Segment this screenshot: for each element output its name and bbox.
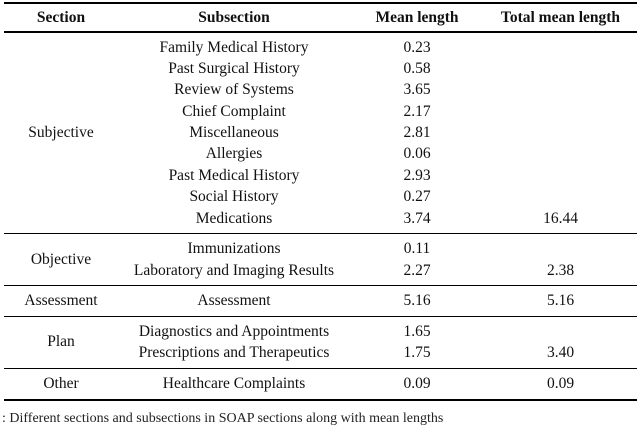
section-block-assessment: Assessment Assessment 5.16 5.16 xyxy=(4,286,637,315)
header-mean-length: Mean length xyxy=(375,8,459,26)
total-column: 2.38 xyxy=(484,238,637,281)
subsection-cell: Diagnostics and Appointments xyxy=(138,323,330,341)
total-cell xyxy=(484,37,637,58)
header-total-mean-length: Total mean length xyxy=(500,8,621,26)
subsection-cell: Miscellaneous xyxy=(189,124,279,142)
table-caption: : Different sections and subsections in … xyxy=(2,411,444,426)
subsection-cell: Prescriptions and Therapeutics xyxy=(138,344,330,362)
total-cell: 0.09 xyxy=(546,375,575,393)
total-column: 5.16 xyxy=(484,290,637,311)
total-column: 16.44 xyxy=(484,37,637,230)
section-block-other: Other Healthcare Complaints 0.09 0.09 xyxy=(4,369,637,398)
paper-table: Section Subsection Mean length Total mea… xyxy=(4,2,637,401)
total-cell: 2.38 xyxy=(546,261,575,279)
subsection-cell: Past Surgical History xyxy=(168,59,300,77)
total-cell xyxy=(484,101,637,122)
subsection-cell: Family Medical History xyxy=(159,38,309,56)
subsection-column: Assessment xyxy=(118,290,350,311)
mean-column: 1.65 1.75 xyxy=(350,321,484,364)
section-label: Plan xyxy=(47,333,75,351)
section-label: Objective xyxy=(30,250,92,268)
total-column: 0.09 xyxy=(484,373,637,394)
mean-cell: 5.16 xyxy=(403,292,431,310)
header-subsection: Subsection xyxy=(198,8,270,26)
section-rule xyxy=(4,233,637,235)
section-rule xyxy=(4,367,637,370)
subsection-cell: Assessment xyxy=(197,292,271,310)
subsection-cell: Allergies xyxy=(205,145,263,163)
total-cell xyxy=(484,321,637,342)
total-cell xyxy=(484,122,637,143)
subsection-column: Family Medical History Past Surgical His… xyxy=(118,37,350,230)
total-cell: 3.40 xyxy=(546,344,575,362)
section-block-objective: Objective Immunizations Laboratory and I… xyxy=(4,234,637,285)
mean-cell: 1.75 xyxy=(403,344,431,362)
total-cell xyxy=(484,79,637,100)
subsection-column: Diagnostics and Appointments Prescriptio… xyxy=(118,321,350,364)
header-section: Section xyxy=(36,8,86,26)
mean-column: 0.09 xyxy=(350,373,484,394)
mean-cell: 2.27 xyxy=(403,261,431,279)
mean-cell: 0.06 xyxy=(403,145,431,163)
subsection-cell: Laboratory and Imaging Results xyxy=(133,261,335,279)
section-block-plan: Plan Diagnostics and Appointments Prescr… xyxy=(4,317,637,368)
section-rule xyxy=(4,285,637,287)
mean-cell: 0.09 xyxy=(403,375,431,393)
mean-cell: 0.23 xyxy=(403,38,431,56)
subsection-cell: Social History xyxy=(189,188,279,206)
total-cell xyxy=(484,143,637,164)
mean-cell: 0.58 xyxy=(403,59,431,77)
total-column: 3.40 xyxy=(484,321,637,364)
total-cell: 5.16 xyxy=(546,292,575,310)
mean-cell: 2.17 xyxy=(403,102,431,120)
subsection-cell: Immunizations xyxy=(187,240,281,258)
mean-column: 5.16 xyxy=(350,290,484,311)
section-label: Assessment xyxy=(24,292,98,310)
mean-cell: 0.11 xyxy=(403,240,431,258)
total-cell xyxy=(484,58,637,79)
total-cell xyxy=(484,238,637,259)
subsection-cell: Medications xyxy=(195,209,273,227)
total-cell xyxy=(484,186,637,207)
section-label: Subjective xyxy=(28,123,94,141)
mean-cell: 3.74 xyxy=(403,209,431,227)
section-rule xyxy=(4,315,637,318)
subsection-cell: Review of Systems xyxy=(174,81,294,99)
subsection-cell: Past Medical History xyxy=(168,166,300,184)
table-header-row: Section Subsection Mean length Total mea… xyxy=(4,4,637,31)
subsection-cell: Chief Complaint xyxy=(182,102,286,120)
mean-column: 0.11 2.27 xyxy=(350,238,484,281)
subsection-cell: Healthcare Complaints xyxy=(162,375,306,393)
mean-cell: 3.65 xyxy=(403,81,431,99)
bottom-rule xyxy=(4,398,637,401)
mean-cell: 0.27 xyxy=(403,188,431,206)
top-rule xyxy=(4,2,637,4)
subsection-column: Immunizations Laboratory and Imaging Res… xyxy=(118,238,350,281)
total-cell xyxy=(484,165,637,186)
mean-column: 0.23 0.58 3.65 2.17 2.81 0.06 2.93 0.27 … xyxy=(350,37,484,230)
subsection-column: Healthcare Complaints xyxy=(118,373,350,394)
mean-cell: 2.81 xyxy=(403,124,431,142)
mean-cell: 2.93 xyxy=(403,166,431,184)
section-label: Other xyxy=(43,374,79,392)
mean-cell: 1.65 xyxy=(403,323,431,341)
section-block-subjective: Subjective Family Medical History Past S… xyxy=(4,33,637,234)
total-cell: 16.44 xyxy=(543,209,578,227)
header-rule xyxy=(4,31,637,33)
